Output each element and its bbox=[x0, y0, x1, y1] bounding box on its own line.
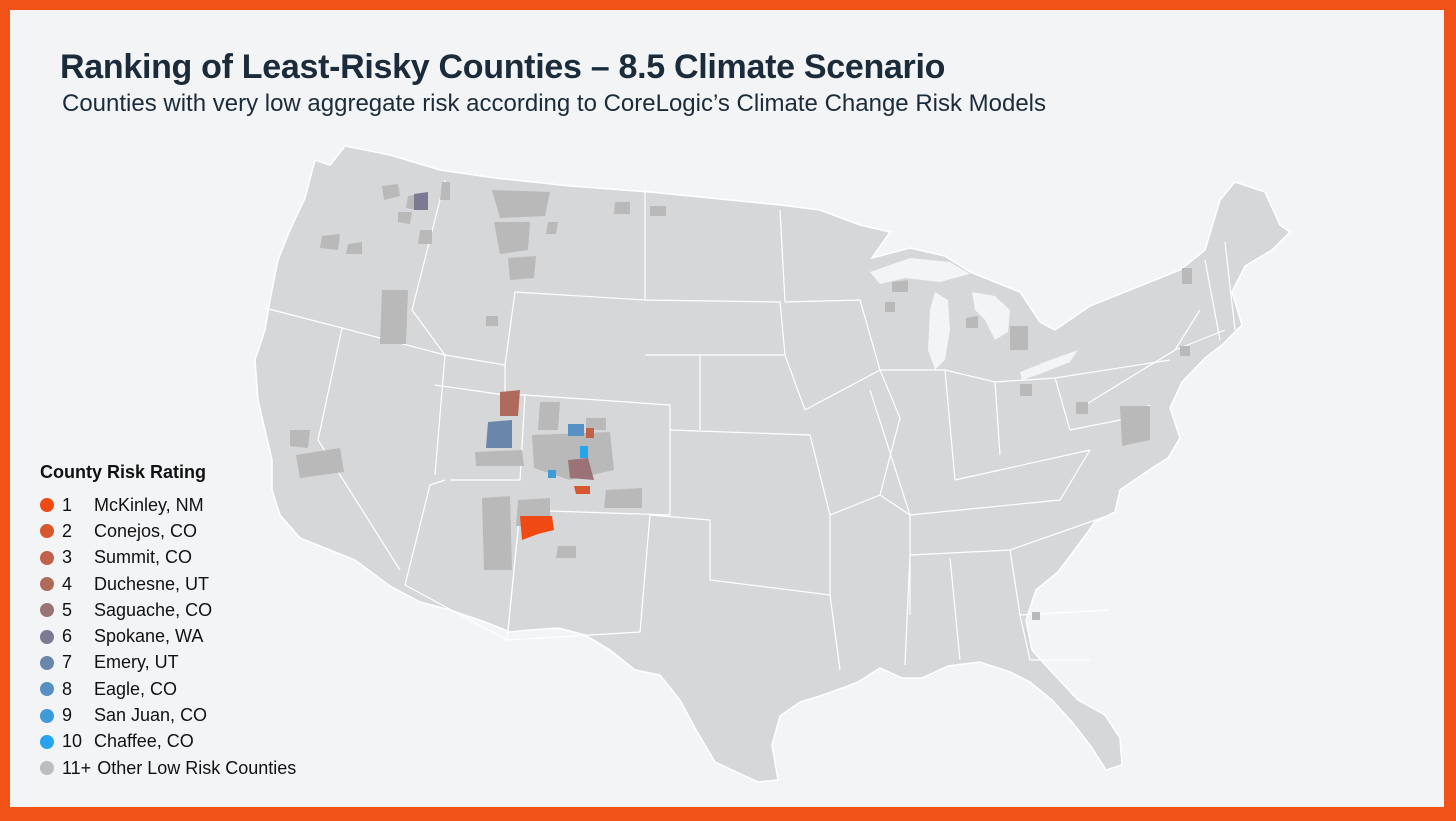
legend-list: 1 McKinley, NM 2 Conejos, CO 3 Summit, CO 4 Duc… bbox=[40, 492, 370, 781]
legend-county: Saguache, CO bbox=[94, 599, 213, 620]
legend-item: 2 Conejos, CO bbox=[40, 518, 370, 544]
legend-item: 3 Summit, CO bbox=[40, 545, 370, 571]
legend-rank: 7 bbox=[62, 652, 73, 673]
county-eagle-co bbox=[568, 424, 584, 436]
county-duchesne-ut bbox=[500, 390, 520, 416]
legend-item: 6 Spokane, WA bbox=[40, 623, 370, 649]
legend-swatch bbox=[40, 498, 54, 513]
legend-swatch bbox=[40, 577, 54, 592]
legend-rank: 9 bbox=[62, 705, 73, 726]
legend-swatch bbox=[40, 682, 54, 697]
legend-item: 8 Eagle, CO bbox=[40, 676, 370, 702]
legend-swatch bbox=[40, 655, 54, 670]
legend-county: Emery, UT bbox=[94, 652, 179, 673]
legend-swatch bbox=[40, 524, 54, 539]
legend-item: 7 Emery, UT bbox=[40, 650, 370, 676]
legend-swatch bbox=[40, 708, 54, 723]
legend-swatch bbox=[40, 734, 54, 749]
lake-michigan bbox=[928, 292, 950, 370]
legend-item: 10 Chaffee, CO bbox=[40, 729, 370, 755]
legend-rank: 3 bbox=[62, 547, 73, 568]
state-borders bbox=[264, 179, 1236, 671]
page-subtitle: Counties with very low aggregate risk ac… bbox=[62, 90, 1047, 117]
legend-county: Summit, CO bbox=[94, 547, 193, 568]
legend-rank: 11+ bbox=[62, 757, 92, 778]
legend-item: 4 Duchesne, UT bbox=[40, 571, 370, 597]
county-spokane-wa bbox=[414, 192, 428, 210]
page-title: Ranking of Least-Risky Counties – 8.5 Cl… bbox=[60, 48, 946, 86]
legend-item: 11+ Other Low Risk Counties bbox=[40, 755, 370, 781]
county-chaffee-co bbox=[580, 446, 588, 458]
lake-erie bbox=[1020, 350, 1078, 380]
legend-item: 5 Saguache, CO bbox=[40, 597, 370, 623]
legend-item: 1 McKinley, NM bbox=[40, 492, 370, 518]
legend-county: San Juan, CO bbox=[94, 705, 208, 726]
legend-rank: 1 bbox=[62, 494, 73, 515]
county-conejos-co bbox=[574, 486, 590, 494]
legend-county: Duchesne, UT bbox=[94, 573, 210, 594]
county-summit-co bbox=[586, 428, 594, 438]
top-ranked-counties bbox=[414, 192, 594, 540]
legend-rank: 4 bbox=[62, 573, 73, 594]
legend-swatch bbox=[40, 550, 54, 565]
other-low-risk-counties bbox=[290, 182, 1192, 620]
legend-rank: 6 bbox=[62, 626, 73, 647]
legend-swatch bbox=[40, 603, 54, 618]
legend-rank: 8 bbox=[62, 678, 73, 699]
legend-rank: 2 bbox=[62, 520, 73, 541]
legend-county: McKinley, NM bbox=[94, 494, 204, 515]
legend-swatch bbox=[40, 761, 54, 776]
legend-rank: 5 bbox=[62, 599, 73, 620]
legend-county: Other Low Risk Counties bbox=[97, 757, 297, 778]
lake-huron bbox=[972, 292, 1010, 340]
legend-county: Chaffee, CO bbox=[94, 731, 194, 752]
county-mckinley-nm bbox=[520, 516, 554, 540]
legend-item: 9 San Juan, CO bbox=[40, 702, 370, 728]
county-emery-ut bbox=[486, 420, 512, 448]
us-county-map bbox=[254, 145, 1292, 783]
lake-superior bbox=[870, 258, 970, 284]
legend-rank: 10 bbox=[62, 731, 83, 752]
us-landmass bbox=[254, 145, 1292, 783]
legend-swatch bbox=[40, 629, 54, 644]
legend-county: Spokane, WA bbox=[94, 626, 204, 647]
county-san-juan-co bbox=[548, 470, 556, 478]
legend-title: County Risk Rating bbox=[40, 462, 207, 482]
map-legend: County Risk Rating 1 McKinley, NM 2 Conejos… bbox=[40, 462, 370, 781]
slide-frame: Ranking of Least-Risky Counties – 8.5 Cl… bbox=[10, 10, 1444, 807]
legend-county: Conejos, CO bbox=[94, 520, 198, 541]
county-saguache-co bbox=[568, 458, 594, 480]
legend-county: Eagle, CO bbox=[94, 678, 178, 699]
